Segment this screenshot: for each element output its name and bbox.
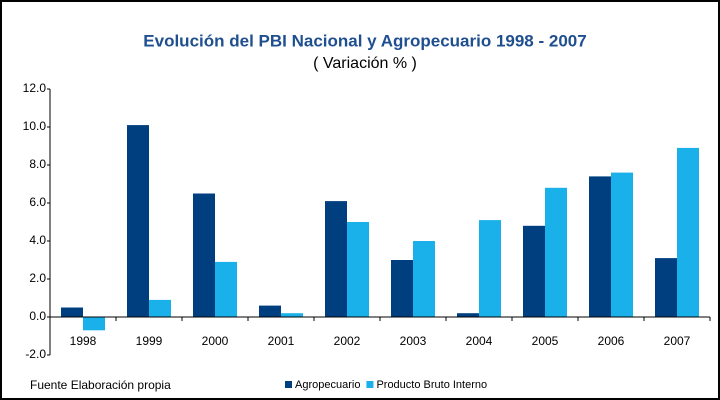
x-tick-label: 2003 bbox=[400, 334, 427, 348]
bar bbox=[611, 172, 633, 317]
bar bbox=[479, 220, 501, 317]
chart-title: Evolución del PBI Nacional y Agropecuari… bbox=[143, 31, 586, 50]
x-tick-label: 1998 bbox=[70, 334, 97, 348]
x-tick-label: 2007 bbox=[664, 334, 691, 348]
bar bbox=[83, 317, 105, 331]
x-tick-label: 2004 bbox=[466, 334, 493, 348]
y-tick-label: 0.0 bbox=[29, 309, 46, 323]
y-tick-label: 8.0 bbox=[29, 157, 46, 171]
bar bbox=[281, 313, 303, 317]
bar bbox=[545, 187, 567, 317]
y-tick-label: 10.0 bbox=[23, 119, 47, 133]
bar bbox=[413, 241, 435, 317]
bar bbox=[523, 225, 545, 317]
bar bbox=[127, 125, 149, 317]
x-tick-label: 2005 bbox=[532, 334, 559, 348]
bar bbox=[325, 201, 347, 317]
legend-swatch bbox=[366, 381, 374, 388]
legend-swatch bbox=[285, 381, 292, 388]
legend-label: Producto Bruto Interno bbox=[376, 379, 487, 391]
legend-label: Agropecuario bbox=[295, 379, 360, 391]
bar bbox=[457, 313, 479, 317]
x-tick-label: 2000 bbox=[202, 334, 229, 348]
bar bbox=[215, 261, 237, 317]
bar bbox=[677, 147, 699, 317]
bar bbox=[193, 193, 215, 317]
x-tick-label: 2006 bbox=[598, 334, 625, 348]
x-tick-label: 2001 bbox=[268, 334, 295, 348]
y-tick-label: -2.0 bbox=[25, 347, 46, 361]
y-tick-label: 6.0 bbox=[29, 195, 46, 209]
bar bbox=[391, 260, 413, 317]
source-note: Fuente Elaboración propia bbox=[30, 378, 171, 392]
y-tick-label: 12.0 bbox=[23, 81, 47, 95]
bar bbox=[259, 305, 281, 317]
x-tick-label: 2002 bbox=[334, 334, 361, 348]
y-tick-label: 2.0 bbox=[29, 271, 46, 285]
bar bbox=[149, 299, 171, 317]
bar bbox=[589, 176, 611, 317]
chart-subtitle: ( Variación % ) bbox=[313, 55, 417, 72]
bar bbox=[655, 258, 677, 317]
x-tick-label: 1999 bbox=[136, 334, 163, 348]
y-tick-label: 4.0 bbox=[29, 233, 46, 247]
bar bbox=[347, 222, 369, 317]
bar bbox=[61, 307, 83, 317]
